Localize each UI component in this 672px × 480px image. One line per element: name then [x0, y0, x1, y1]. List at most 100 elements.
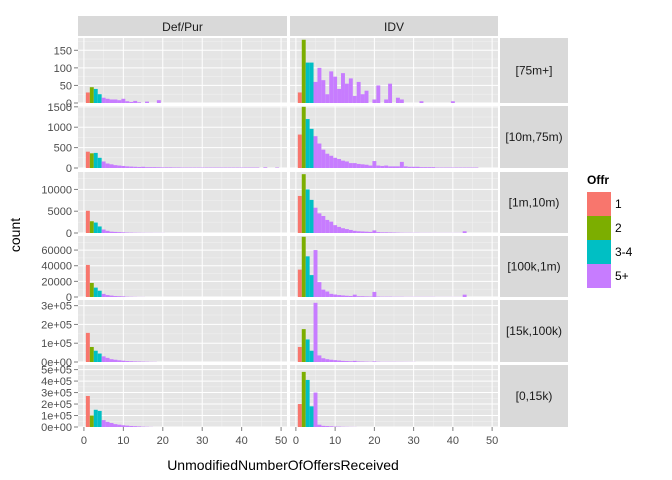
- facet-row-strip: [500, 172, 568, 233]
- histogram-bar: [360, 94, 365, 103]
- histogram-bar: [117, 100, 122, 103]
- histogram-bar: [321, 358, 326, 362]
- histogram-bar: [97, 94, 102, 103]
- legend-label: 3-4: [615, 245, 633, 259]
- histogram-bar: [85, 92, 90, 103]
- histogram-bar: [372, 161, 377, 168]
- histogram-bar: [121, 232, 126, 233]
- histogram-bar: [309, 350, 314, 362]
- histogram-bar: [93, 287, 98, 297]
- histogram-bar: [133, 426, 138, 427]
- histogram-bar: [329, 359, 334, 362]
- histogram-bar: [125, 361, 130, 362]
- x-tick-label: 0: [81, 435, 87, 447]
- histogram-bar: [109, 99, 114, 103]
- histogram-bar: [125, 101, 130, 103]
- histogram-bar: [380, 165, 385, 168]
- histogram-bar: [333, 225, 338, 233]
- histogram-bar: [93, 152, 98, 168]
- histogram-bar: [341, 160, 345, 168]
- x-tick-label: 0: [293, 435, 299, 447]
- y-tick-label: 10000: [41, 184, 72, 196]
- histogram-bar: [356, 81, 361, 103]
- histogram-bar: [403, 166, 408, 168]
- histogram-bar: [101, 420, 106, 427]
- histogram-bar: [348, 229, 353, 233]
- histogram-bar: [113, 296, 118, 297]
- histogram-bar: [105, 230, 110, 233]
- histogram-bar: [89, 415, 94, 427]
- facet-panels: [78, 38, 498, 428]
- histogram-bar: [337, 295, 342, 297]
- histogram-bar: [309, 62, 314, 103]
- histogram-bar: [117, 424, 122, 427]
- facet-strip-def-pur: [78, 16, 287, 36]
- histogram-bar: [423, 167, 428, 168]
- histogram-bar: [313, 302, 318, 362]
- histogram-bar: [129, 101, 134, 103]
- histogram-bar: [356, 296, 361, 297]
- panel-4-1: [290, 300, 498, 363]
- histogram-bar: [372, 230, 377, 233]
- histogram-bar: [113, 424, 118, 427]
- histogram-bar: [113, 165, 118, 168]
- histogram-bar: [348, 78, 353, 103]
- y-tick-label: 40000: [41, 261, 72, 273]
- histogram-bar: [309, 275, 314, 297]
- histogram-bar: [372, 361, 377, 362]
- histogram-bar: [313, 392, 318, 427]
- histogram-bar: [419, 101, 424, 103]
- histogram-bar: [337, 360, 342, 362]
- histogram-bar: [352, 163, 357, 168]
- histogram-bar: [121, 360, 126, 362]
- histogram-bar: [392, 166, 396, 168]
- histogram-bar: [450, 101, 455, 103]
- facet-row-label: [0,15k): [516, 389, 553, 403]
- histogram-bar: [329, 71, 334, 103]
- histogram-bar: [301, 329, 306, 362]
- histogram-bar: [376, 165, 381, 168]
- histogram-bar: [85, 210, 90, 233]
- histogram-bar: [364, 296, 369, 297]
- panel-3-1: [290, 236, 498, 298]
- histogram-bar: [168, 167, 173, 168]
- panel-2-0: [78, 172, 287, 234]
- histogram-bar: [305, 189, 310, 233]
- histogram-bar: [337, 88, 342, 103]
- histogram-bar: [133, 361, 138, 362]
- x-tick-label: 10: [117, 435, 129, 447]
- histogram-bar: [427, 167, 432, 168]
- x-tick-label: 50: [486, 435, 498, 447]
- histogram-bar: [301, 236, 306, 297]
- histogram-bar: [148, 167, 153, 168]
- histogram-bar: [113, 231, 118, 233]
- legend-swatch: [587, 264, 611, 288]
- histogram-bar: [105, 421, 110, 427]
- histogram-bar: [301, 39, 306, 103]
- legend-label: 1: [615, 197, 622, 211]
- histogram-bar: [93, 409, 98, 427]
- histogram-bar: [297, 195, 302, 233]
- histogram-bar: [121, 98, 126, 103]
- facet-row-label: [100k,1m): [507, 260, 560, 274]
- legend-label: 5+: [615, 269, 629, 283]
- panel-1-0: [78, 106, 287, 169]
- panel-5-1: [290, 365, 498, 428]
- histogram-bar: [97, 410, 102, 427]
- histogram-bar: [305, 62, 310, 103]
- histogram-bar: [101, 356, 106, 362]
- histogram-bar: [317, 424, 322, 427]
- histogram-bar: [344, 161, 349, 168]
- histogram-bar: [462, 231, 467, 233]
- histogram-bar: [364, 90, 369, 103]
- histogram-bar: [105, 357, 110, 362]
- histogram-bar: [263, 167, 268, 168]
- histogram-bar: [101, 229, 106, 233]
- histogram-bar: [101, 97, 106, 103]
- histogram-bar: [125, 425, 130, 427]
- histogram-bar: [309, 128, 314, 168]
- histogram-bar: [85, 396, 90, 427]
- histogram-bar: [133, 100, 138, 103]
- y-axis: 0501001500500100015000500010000020000400…: [41, 45, 78, 434]
